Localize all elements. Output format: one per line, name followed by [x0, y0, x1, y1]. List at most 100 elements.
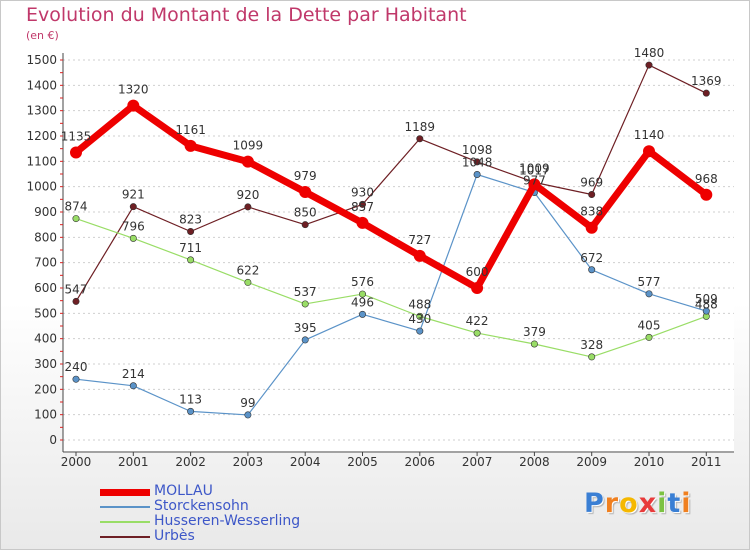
data-label-husseren-wesserling: 576: [351, 275, 374, 289]
data-point-husseren-wesserling: [187, 256, 195, 264]
data-point-urbes: [244, 203, 252, 211]
data-label-mollau: 1135: [61, 129, 92, 143]
data-point-storckensohn: [645, 290, 653, 298]
data-label-husseren-wesserling: 405: [638, 318, 661, 332]
data-point-husseren-wesserling: [244, 278, 252, 286]
data-point-storckensohn: [244, 411, 252, 419]
data-label-husseren-wesserling: 796: [122, 219, 145, 233]
data-point-urbes: [301, 221, 309, 229]
data-label-storckensohn: 214: [122, 367, 145, 381]
data-point-mollau: [241, 155, 254, 168]
series-line-mollau: [72, 102, 710, 292]
data-label-husseren-wesserling: 711: [179, 241, 202, 255]
data-point-storckensohn: [301, 336, 309, 344]
series-line-urbes: [75, 64, 707, 303]
data-point-mollau: [70, 146, 82, 159]
logo-letter: P: [584, 488, 605, 519]
data-label-urbes: 547: [65, 282, 88, 296]
data-point-storckensohn: [702, 307, 710, 315]
data-label-husseren-wesserling: 488: [695, 297, 718, 311]
data-point-husseren-wesserling: [416, 312, 424, 320]
proxiti-logo: Proxiti: [584, 488, 692, 519]
data-point-husseren-wesserling: [301, 300, 309, 308]
data-point-mollau: [643, 145, 655, 158]
data-label-storckensohn: 430: [408, 312, 431, 326]
data-point-storckensohn: [588, 266, 596, 274]
data-label-storckensohn: 496: [351, 295, 374, 309]
data-point-husseren-wesserling: [129, 234, 137, 242]
legend-swatch: [100, 506, 150, 508]
data-point-mollau: [413, 249, 426, 262]
y-tick-label: 800: [34, 230, 57, 244]
y-tick-label: 200: [34, 382, 57, 396]
data-point-mollau: [528, 178, 541, 191]
data-label-husseren-wesserling: 488: [408, 297, 431, 311]
logo-letter: i: [657, 488, 668, 519]
logo-letter: o: [619, 488, 639, 519]
y-tick-label: 1300: [26, 104, 57, 118]
data-label-mollau: 1140: [634, 128, 665, 142]
legend-swatch: [100, 536, 150, 538]
data-label-urbes: 850: [294, 206, 317, 220]
logo-letter: r: [604, 488, 620, 519]
data-point-mollau: [127, 99, 140, 112]
data-point-storckensohn: [187, 407, 195, 415]
y-tick-label: 900: [34, 205, 57, 219]
y-tick-label: 1000: [26, 180, 57, 194]
data-label-husseren-wesserling: 328: [580, 338, 603, 352]
legend-label: MOLLAU: [154, 483, 213, 499]
data-label-storckensohn: 672: [580, 251, 603, 265]
legend-label: Urbès: [154, 528, 195, 544]
legend-label: Storckensohn: [154, 498, 249, 514]
data-label-storckensohn: 240: [65, 360, 88, 374]
data-point-urbes: [416, 135, 424, 143]
x-tick-label: 2002: [175, 455, 206, 469]
logo-letter: x: [638, 488, 658, 519]
y-tick-label: 500: [34, 306, 57, 320]
x-tick-label: 2010: [634, 455, 665, 469]
data-label-mollau: 1099: [233, 139, 264, 153]
y-tick-label: 0: [49, 433, 57, 447]
data-label-husseren-wesserling: 537: [294, 285, 317, 299]
data-point-urbes: [187, 228, 195, 236]
data-label-mollau: 968: [695, 172, 718, 186]
data-label-mollau: 1009: [519, 161, 550, 175]
y-tick-label: 1200: [26, 129, 57, 143]
x-tick-label: 2004: [290, 455, 321, 469]
y-tick-label: 300: [34, 357, 57, 371]
data-label-urbes: 969: [580, 176, 603, 190]
data-point-husseren-wesserling: [473, 329, 481, 337]
y-tick-label: 100: [34, 408, 57, 422]
data-point-husseren-wesserling: [530, 340, 538, 348]
data-point-storckensohn: [416, 327, 424, 335]
data-point-husseren-wesserling: [358, 290, 366, 298]
legend-swatch: [100, 488, 150, 496]
plot-area: [63, 53, 734, 453]
x-tick-label: 2009: [576, 455, 607, 469]
legend-item-storckensohn: Storckensohn: [100, 499, 360, 514]
x-tick-label: 2008: [519, 455, 550, 469]
x-tick-label: 2001: [118, 455, 149, 469]
data-label-storckensohn: 509: [695, 292, 718, 306]
y-tick-label: 600: [34, 281, 57, 295]
legend-label: Husseren-Wesserling: [154, 513, 301, 529]
data-label-mollau: 979: [294, 169, 317, 183]
data-point-mollau: [184, 139, 197, 152]
legend-item-urbes: Urbès: [100, 529, 360, 544]
x-tick-label: 2011: [691, 455, 722, 469]
data-label-mollau: 838: [580, 205, 603, 219]
data-label-storckensohn: 395: [294, 321, 317, 335]
data-point-storckensohn: [473, 171, 481, 179]
y-tick-label: 400: [34, 332, 57, 346]
data-label-urbes: 1369: [691, 74, 722, 88]
chart-title: Evolution du Montant de la Dette par Hab…: [26, 4, 467, 26]
data-point-mollau: [471, 282, 484, 294]
data-point-mollau: [299, 185, 312, 198]
data-point-storckensohn: [129, 382, 137, 390]
data-label-storckensohn: 113: [179, 392, 202, 406]
data-point-urbes: [588, 191, 596, 199]
y-tick-label: 1100: [26, 154, 57, 168]
x-tick-label: 2000: [61, 455, 92, 469]
data-point-husseren-wesserling: [72, 215, 80, 223]
